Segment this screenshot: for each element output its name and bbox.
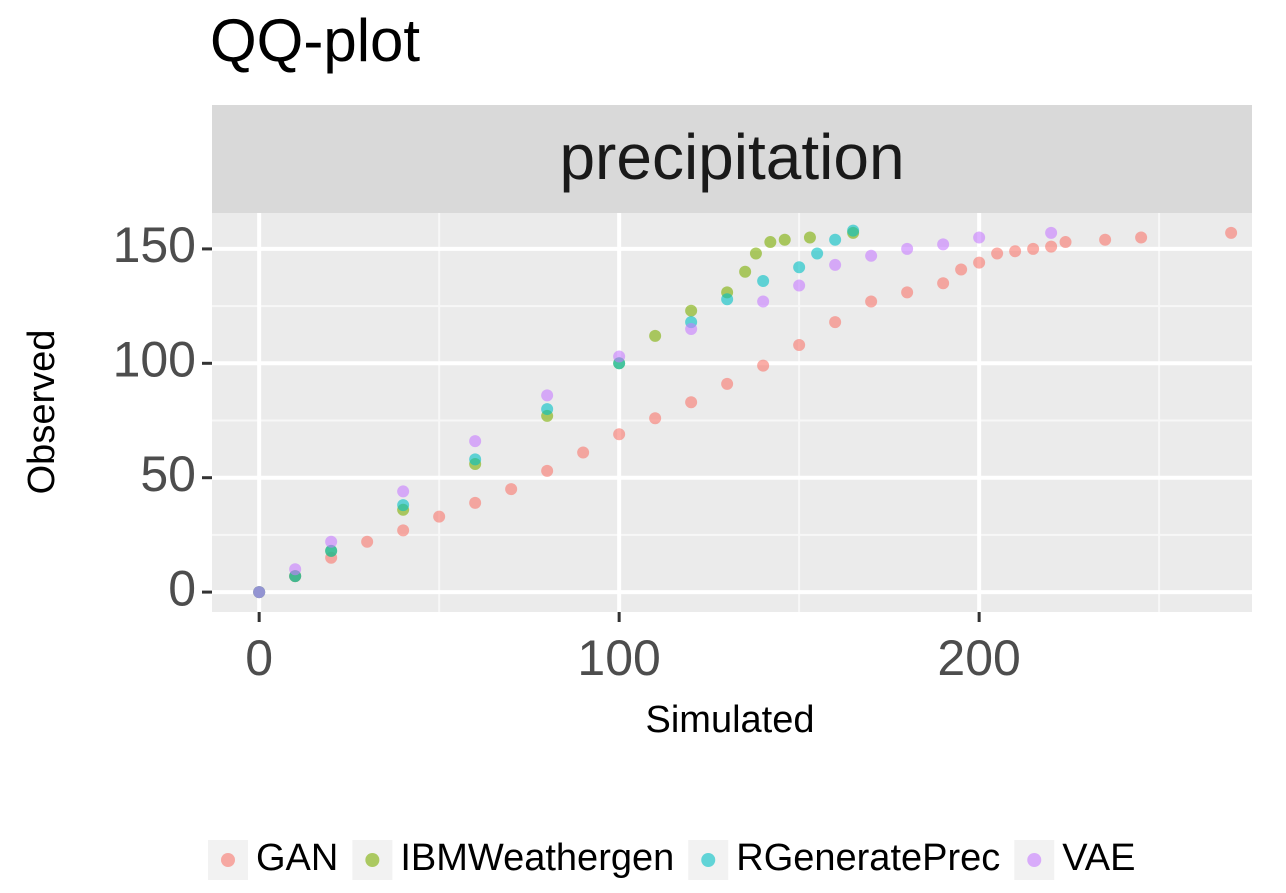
point (469, 453, 482, 466)
x-axis-title: Simulated (646, 699, 815, 741)
x-tick-label: 200 (937, 630, 1020, 686)
point (847, 224, 860, 237)
point (289, 563, 302, 576)
point (721, 377, 734, 390)
facet-strip (212, 105, 1252, 213)
point (829, 316, 842, 329)
x-tick-label: 100 (577, 630, 660, 686)
point (739, 265, 752, 278)
point (793, 339, 806, 352)
legend-label: RGeneratePrec (736, 837, 1000, 879)
legend-symbol (365, 853, 380, 867)
point (325, 544, 338, 557)
legend-symbol (1027, 853, 1042, 867)
point (613, 350, 626, 363)
point (778, 233, 791, 246)
point (541, 389, 554, 402)
legend-label: VAE (1062, 837, 1135, 879)
point (469, 435, 482, 448)
point (1009, 245, 1022, 258)
point (793, 279, 806, 292)
point (829, 258, 842, 271)
point (469, 496, 482, 509)
point (649, 412, 662, 425)
point (1225, 226, 1238, 239)
point (1059, 236, 1072, 249)
point (1027, 242, 1040, 255)
point (253, 586, 266, 599)
y-tick-label: 0 (168, 560, 196, 616)
point (649, 329, 662, 342)
x-tick-label: 0 (245, 630, 273, 686)
y-axis-title: Observed (21, 330, 63, 495)
y-tick-label: 150 (113, 217, 196, 273)
point (811, 247, 824, 260)
point (973, 231, 986, 244)
point (991, 247, 1004, 260)
point (613, 428, 626, 441)
point (361, 535, 374, 548)
point (901, 242, 914, 255)
point (1099, 233, 1112, 246)
point (829, 233, 842, 246)
point (793, 261, 806, 274)
point (764, 236, 777, 249)
point (505, 483, 518, 496)
point (955, 263, 968, 276)
point (757, 274, 770, 287)
point (685, 396, 698, 409)
point (721, 293, 734, 306)
legend-label: IBMWeathergen (400, 837, 674, 879)
point (973, 256, 986, 269)
point (541, 403, 554, 416)
point (685, 322, 698, 335)
point (433, 510, 446, 523)
legend-symbol (221, 853, 235, 867)
legend-label: GAN (256, 837, 338, 879)
point (757, 359, 770, 372)
point (397, 485, 410, 498)
point (937, 277, 950, 290)
point (1045, 226, 1058, 239)
point (397, 524, 410, 537)
point (325, 535, 338, 548)
point (749, 247, 762, 260)
point (757, 295, 770, 308)
point (865, 249, 878, 262)
point (1135, 231, 1148, 244)
point (901, 286, 914, 299)
point (685, 304, 698, 317)
point (397, 499, 410, 512)
legend-symbol (701, 853, 716, 867)
chart-title: QQ-plot (210, 7, 420, 74)
panel (212, 213, 1252, 612)
point (577, 446, 590, 459)
point (541, 464, 554, 477)
point (937, 238, 950, 251)
point (1045, 240, 1058, 253)
y-tick-label: 100 (113, 332, 196, 388)
point (865, 295, 878, 308)
point (803, 231, 816, 244)
y-tick-label: 50 (140, 446, 196, 502)
facet-label: precipitation (559, 121, 904, 193)
